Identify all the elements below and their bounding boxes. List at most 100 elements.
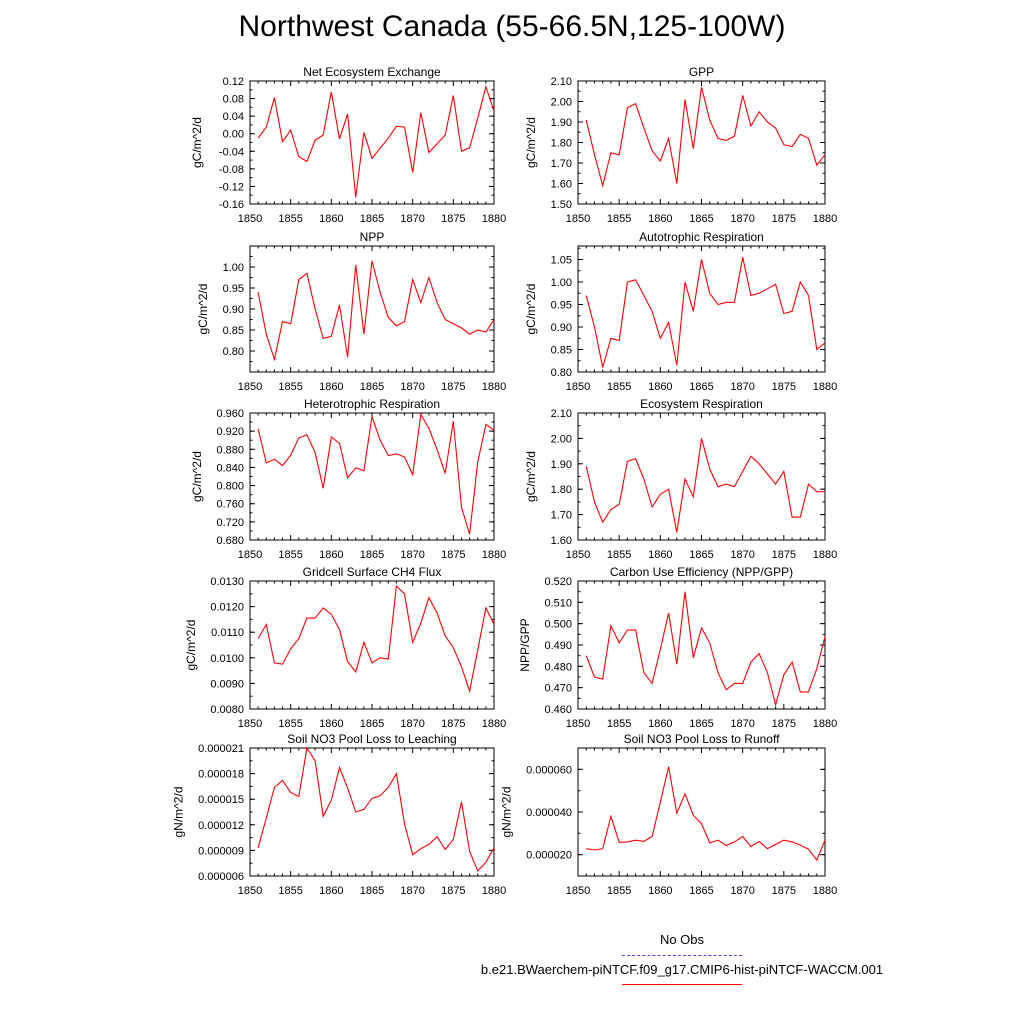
x-tick-label: 1855: [607, 885, 631, 897]
y-tick-label: 0.000018: [198, 769, 244, 781]
x-tick-label: 1855: [607, 718, 631, 730]
y-axis-label: gN/m^2/d: [499, 787, 513, 838]
x-tick-label: 1850: [566, 213, 590, 225]
plot-frame: [249, 747, 495, 877]
series-line: [585, 438, 825, 533]
x-tick-label: 1870: [730, 718, 754, 730]
y-tick-label: 0.960: [216, 408, 244, 420]
x-tick-label: 1875: [441, 718, 465, 730]
y-tick-label: 0.00: [223, 129, 244, 141]
plot-frame: [577, 412, 826, 541]
x-tick-label: 1880: [482, 718, 506, 730]
plot-frame: [249, 580, 495, 710]
x-tick-label: 1865: [689, 213, 713, 225]
x-tick-label: 1870: [730, 885, 754, 897]
x-tick-label: 1875: [772, 885, 796, 897]
y-tick-label: 1.60: [551, 179, 572, 191]
y-axis-label: gC/m^2/d: [524, 284, 538, 335]
y-tick-label: 0.800: [216, 481, 244, 493]
x-tick-label: 1875: [772, 549, 796, 561]
x-tick-label: 1860: [648, 549, 672, 561]
x-tick-label: 1855: [278, 885, 302, 897]
x-tick-label: 1850: [238, 885, 262, 897]
y-tick-label: 1.50: [551, 199, 572, 211]
x-tick-label: 1880: [813, 885, 837, 897]
y-tick-label: 0.80: [551, 367, 572, 379]
x-tick-label: 1875: [441, 549, 465, 561]
y-tick-label: 0.520: [544, 576, 572, 588]
series-line: [257, 260, 495, 362]
y-tick-label: 0.0090: [210, 678, 244, 690]
chart-panel-0: 1850 1855 1860 1865 1870 1875 1880 -0.16 -0.12 -0…: [190, 65, 506, 225]
x-tick-label: 1850: [566, 885, 590, 897]
chart-panel-4: 1850 1855 1860 1865 1870 1875 1880 0.680 0.720 0.…: [190, 397, 506, 561]
x-tick-label: 1870: [400, 885, 424, 897]
chart-title: Heterotrophic Respiration: [304, 397, 440, 411]
y-tick-label: 1.80: [551, 138, 572, 150]
chart-panel-1: 1850 1855 1860 1865 1870 1875 1880 1.50 1.60 1.70…: [524, 65, 837, 225]
x-tick-label: 1875: [441, 213, 465, 225]
x-tick-label: 1860: [319, 381, 343, 393]
x-tick-label: 1855: [278, 381, 302, 393]
x-tick-label: 1880: [482, 381, 506, 393]
chart-title: Soil NO3 Pool Loss to Leaching: [287, 732, 456, 746]
x-tick-label: 1865: [360, 885, 384, 897]
y-tick-label: 0.720: [216, 517, 244, 529]
x-tick-label: 1860: [319, 549, 343, 561]
y-tick-label: 0.95: [551, 300, 572, 312]
y-tick-label: 0.95: [223, 283, 244, 295]
legend-model-line: [622, 984, 742, 985]
x-tick-label: 1875: [772, 718, 796, 730]
x-tick-label: 1860: [648, 885, 672, 897]
chart-title: Net Ecosystem Exchange: [303, 65, 441, 79]
y-tick-label: 0.85: [551, 345, 572, 357]
chart-title: Soil NO3 Pool Loss to Runoff: [624, 732, 781, 746]
plot-frame: [249, 80, 495, 205]
y-tick-label: 1.80: [551, 484, 572, 496]
chart-panel-3: 1850 1855 1860 1865 1870 1875 1880 0.80 0.85 0.90…: [524, 230, 837, 393]
y-tick-label: 0.680: [216, 535, 244, 547]
y-axis-label: gC/m^2/d: [524, 451, 538, 502]
x-tick-label: 1865: [689, 885, 713, 897]
y-axis-label: gC/m^2/d: [196, 284, 210, 335]
series-line: [585, 257, 826, 368]
x-tick-label: 1850: [238, 718, 262, 730]
y-tick-label: 0.85: [223, 325, 244, 337]
y-tick-label: 0.90: [223, 304, 244, 316]
x-tick-label: 1880: [813, 381, 837, 393]
series-line: [585, 591, 826, 707]
x-tick-label: 1870: [730, 549, 754, 561]
x-tick-label: 1850: [238, 381, 262, 393]
series-line: [586, 766, 826, 862]
plot-frame: [577, 245, 826, 373]
x-tick-label: 1880: [813, 549, 837, 561]
x-tick-label: 1870: [400, 718, 424, 730]
x-tick-label: 1860: [319, 718, 343, 730]
y-tick-label: 1.60: [551, 535, 572, 547]
plot-frame: [577, 80, 826, 205]
series-line: [257, 746, 495, 872]
y-tick-label: 0.920: [216, 426, 244, 438]
y-tick-label: 1.70: [551, 158, 572, 170]
y-tick-label: 0.0100: [210, 653, 244, 665]
y-tick-label: 0.000012: [198, 820, 244, 832]
y-tick-label: -0.16: [219, 199, 244, 211]
y-tick-label: 0.12: [223, 76, 244, 88]
x-tick-label: 1860: [648, 718, 672, 730]
y-tick-label: 0.490: [544, 640, 572, 652]
y-tick-label: -0.12: [219, 181, 244, 193]
chart-panel-7: 1850 1855 1860 1865 1870 1875 1880 0.460 0.470 0.…: [518, 565, 837, 730]
x-tick-label: 1880: [813, 718, 837, 730]
chart-panel-9: 1850 1855 1860 1865 1870 1875 1880 0.000020 0.00…: [499, 732, 837, 897]
y-tick-label: 0.80: [223, 346, 244, 358]
y-tick-label: 1.00: [551, 277, 572, 289]
x-tick-label: 1870: [400, 381, 424, 393]
y-tick-label: 0.000060: [526, 764, 572, 776]
x-tick-label: 1865: [689, 381, 713, 393]
x-tick-label: 1860: [648, 213, 672, 225]
x-tick-label: 1870: [400, 549, 424, 561]
plot-frame: [577, 580, 826, 710]
x-tick-label: 1855: [607, 213, 631, 225]
y-axis-label: gN/m^2/d: [171, 787, 185, 838]
